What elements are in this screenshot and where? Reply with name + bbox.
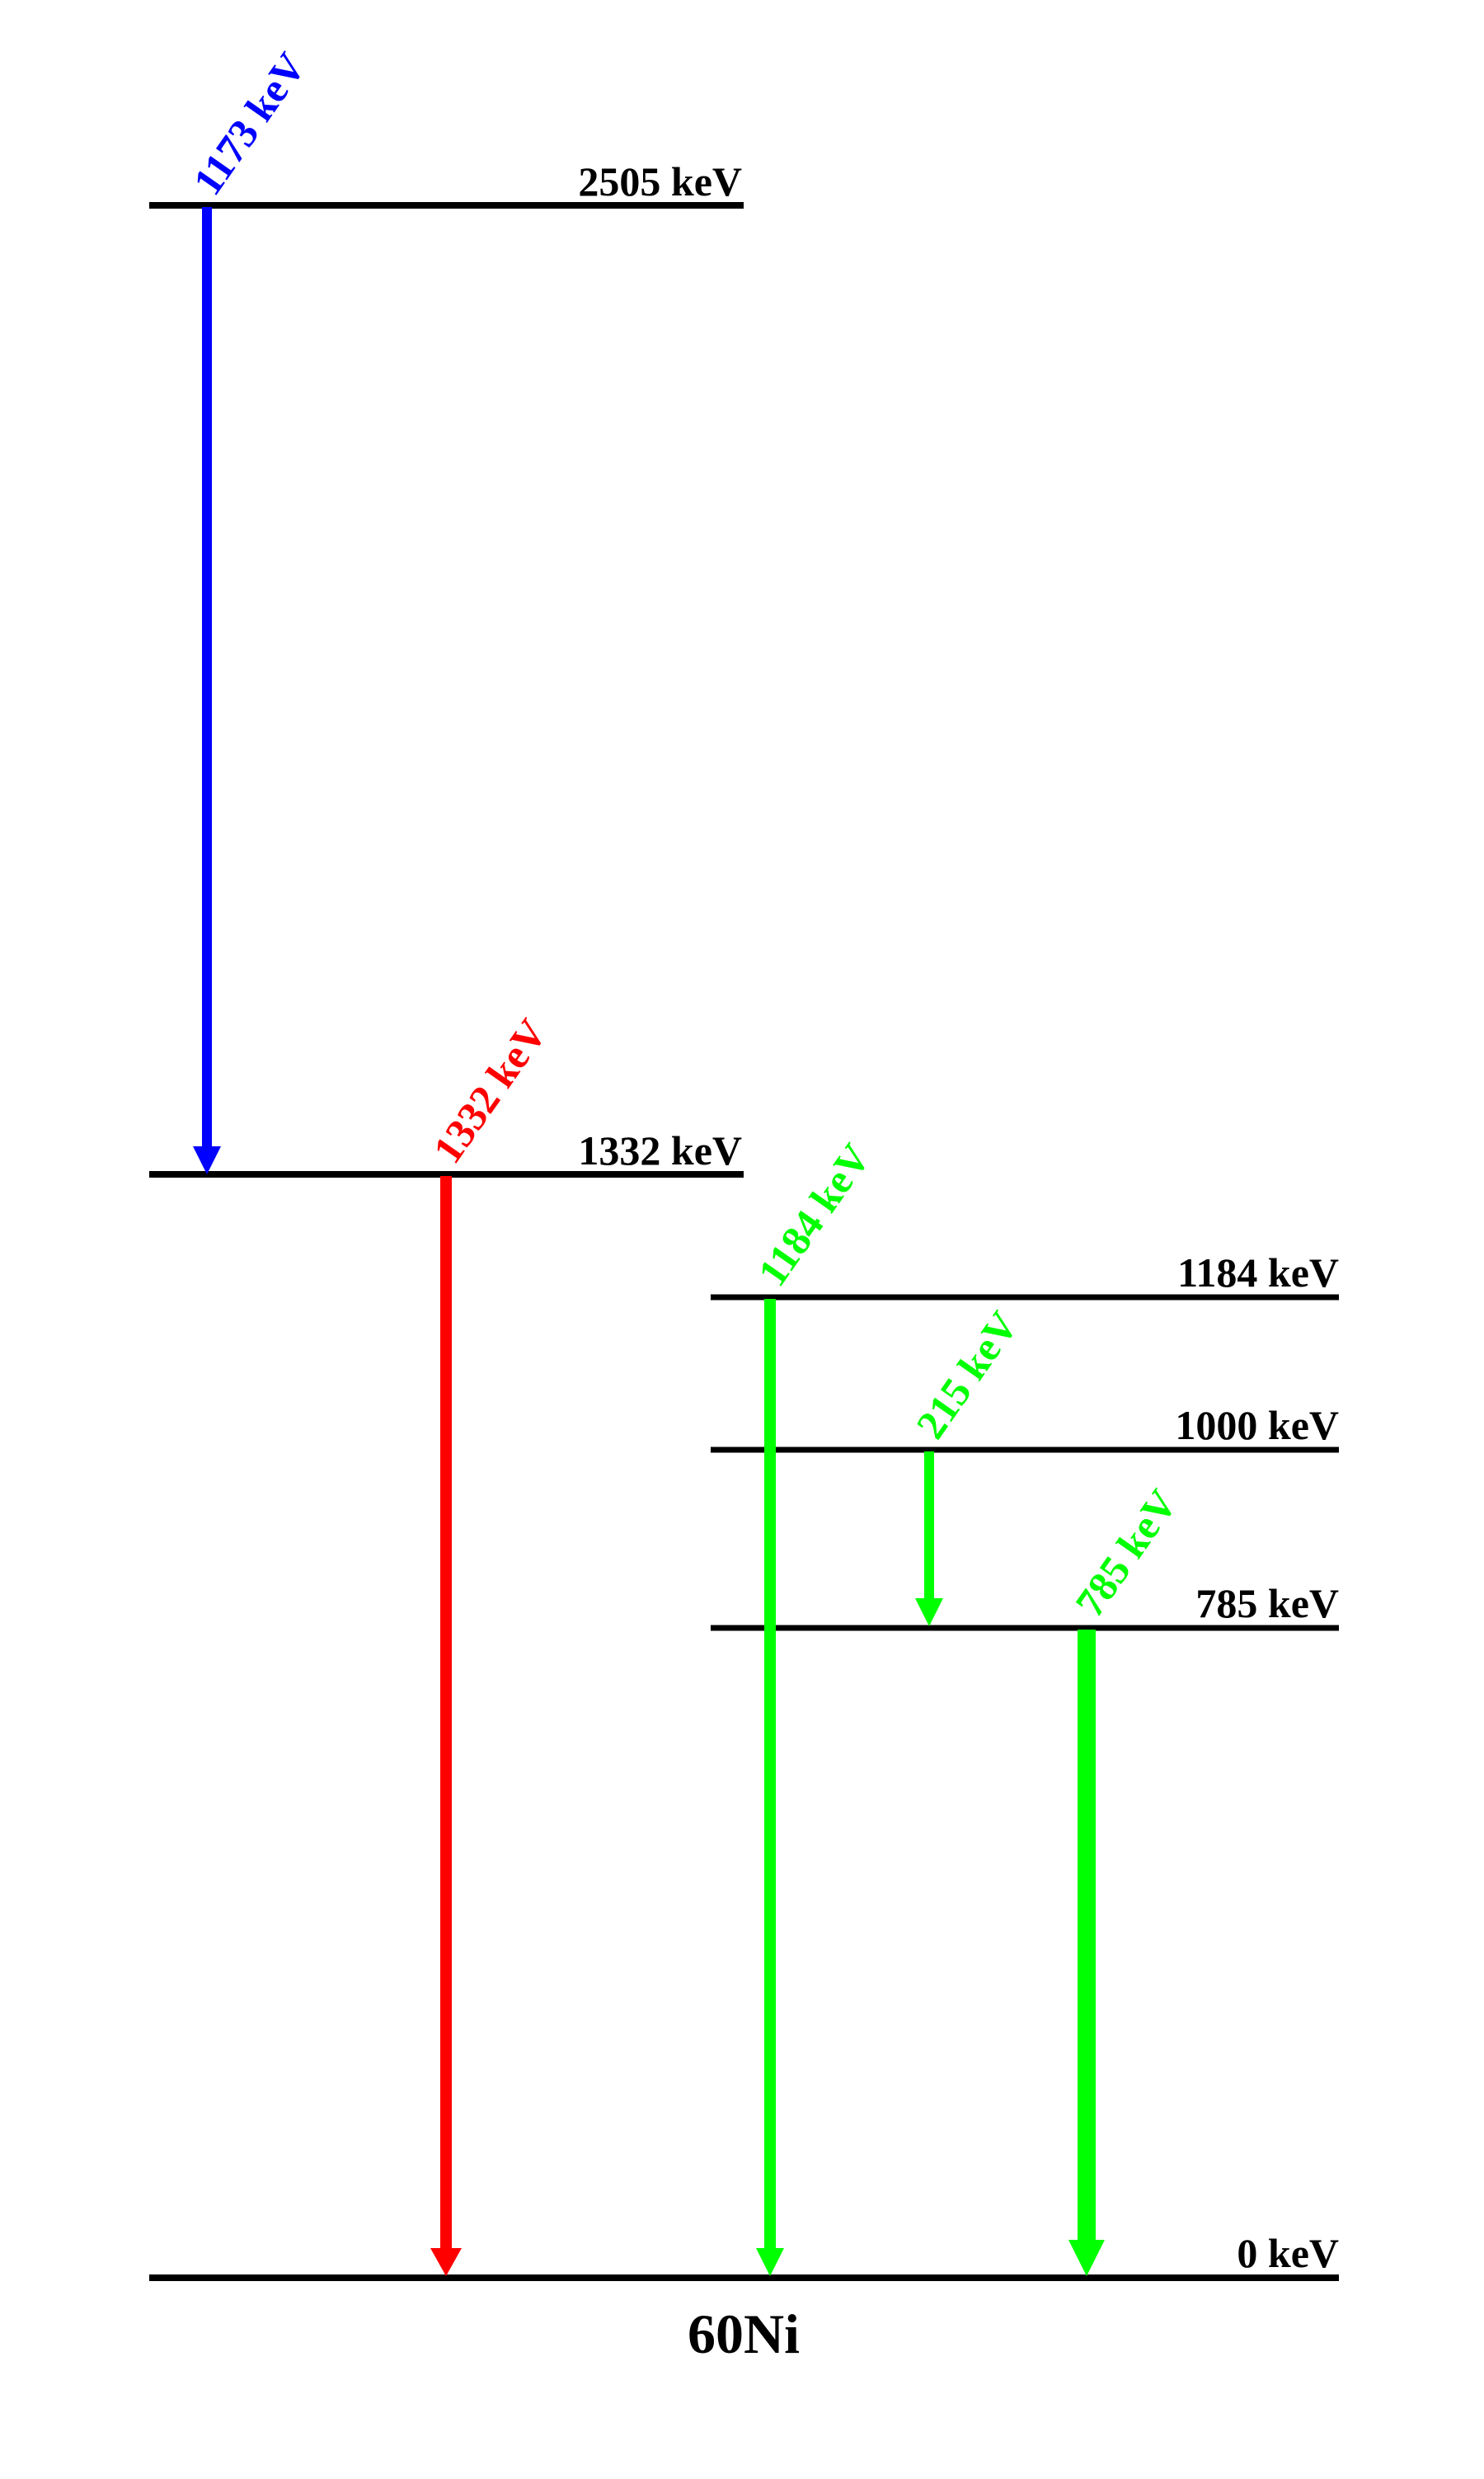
level-label-2505: 2505 keV xyxy=(578,158,742,205)
nucleus-label: 60Ni xyxy=(688,2303,800,2365)
level-label-1184: 1184 keV xyxy=(1177,1249,1339,1296)
gamma-arrow-785 xyxy=(1068,1630,1105,2276)
gamma-arrow-1173 xyxy=(193,207,221,1174)
level-label-0: 0 keV xyxy=(1237,2230,1339,2276)
level-label-785: 785 keV xyxy=(1195,1580,1339,1626)
gamma-arrow-215 xyxy=(915,1451,943,1626)
gamma-arrow-1184 xyxy=(756,1299,784,2276)
level-label-1332: 1332 keV xyxy=(578,1127,742,1174)
gamma-arrow-1332 xyxy=(430,1176,462,2276)
level-label-1000: 1000 keV xyxy=(1175,1402,1339,1448)
